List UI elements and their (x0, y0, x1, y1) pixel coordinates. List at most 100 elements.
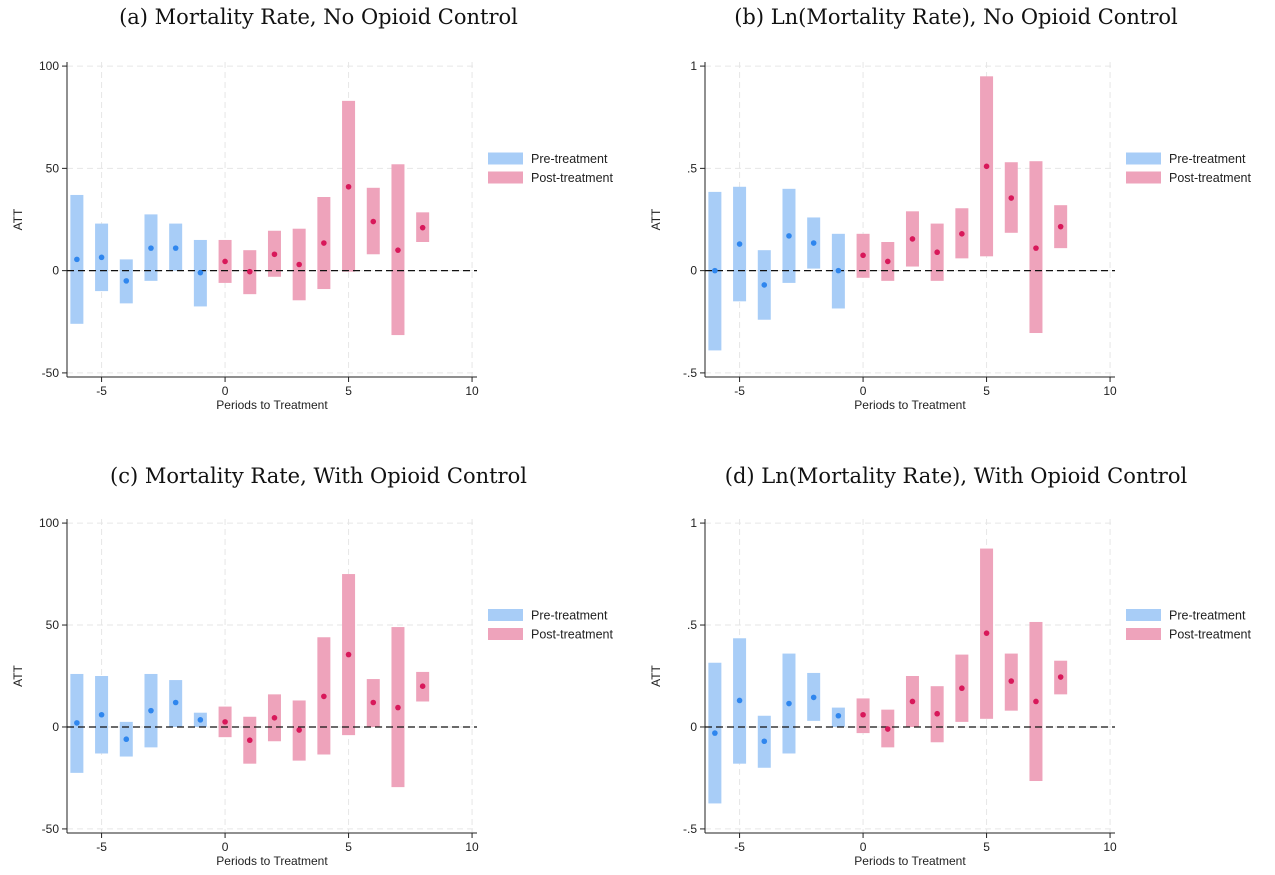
pre-treatment-point (148, 245, 154, 251)
x-tick-label: 0 (222, 384, 229, 398)
pre-treatment-point (172, 699, 179, 706)
x-tick-label: 0 (860, 384, 867, 398)
x-tick-label: 0 (222, 840, 229, 854)
x-tick-label: -5 (96, 384, 107, 398)
post-treatment-point (395, 247, 401, 253)
x-axis-label: Periods to Treatment (854, 398, 966, 412)
post-treatment-point (934, 249, 940, 256)
chart-panel-b: (b) Ln(Mortality Rate), No Opioid Contro… (637, 0, 1275, 437)
post-treatment-point (296, 727, 302, 733)
y-tick-label: -50 (42, 366, 60, 380)
x-tick-label: 5 (345, 384, 352, 398)
post-treatment-point (345, 183, 352, 190)
x-tick-label: 5 (983, 384, 990, 398)
post-treatment-point (246, 737, 253, 744)
pre-treatment-point (712, 730, 718, 736)
y-axis-label: ATT (11, 208, 25, 230)
post-treatment-point (860, 711, 866, 718)
x-axis-label: Periods to Treatment (216, 854, 328, 868)
legend-swatch-pre (488, 609, 523, 621)
post-treatment-point (983, 630, 990, 636)
pre-treatment-point (74, 720, 80, 726)
post-treatment-point (1008, 195, 1015, 201)
post-treatment-point (1057, 674, 1064, 680)
chart-svg: -.5 0 .5 1 -5 0 5 10 Periods to Treatment ATT Pre-… (649, 59, 1252, 412)
legend-label-pre: Pre-treatment (1169, 152, 1246, 166)
y-tick-label: 50 (46, 618, 60, 632)
y-axis-label: ATT (649, 208, 663, 230)
post-treatment-point (419, 224, 426, 231)
legend-label-post: Post-treatment (531, 628, 614, 642)
chart-panel-d: (d) Ln(Mortality Rate), With Opioid Cont… (637, 437, 1275, 875)
pre-treatment-point (761, 738, 768, 745)
chart-title: (a) Mortality Rate, No Opioid Control (119, 5, 518, 29)
pre-treatment-point (786, 233, 792, 239)
post-treatment-point (909, 236, 916, 242)
pre-treatment-point (98, 711, 105, 718)
y-tick-label: -.5 (683, 366, 697, 380)
post-treatment-point (884, 258, 891, 265)
post-treatment-point (860, 252, 866, 259)
pre-treatment-point (123, 736, 130, 743)
pre-treatment-point (736, 697, 743, 704)
post-treatment-point (246, 268, 253, 275)
pre-treatment-point (197, 269, 204, 276)
legend-swatch-post (1126, 628, 1161, 640)
post-treatment-point (321, 693, 327, 700)
legend-label-post: Post-treatment (1169, 171, 1252, 185)
post-treatment-point (370, 218, 377, 225)
chart-title: (c) Mortality Rate, With Opioid Control (110, 464, 527, 488)
x-tick-label: -5 (734, 384, 745, 398)
post-treatment-point (419, 683, 426, 689)
post-treatment-point (959, 231, 965, 237)
post-treatment-point (1033, 698, 1039, 705)
y-axis-label: ATT (11, 664, 25, 686)
y-tick-label: -50 (42, 822, 60, 836)
x-tick-label: 5 (345, 840, 352, 854)
x-tick-label: 10 (465, 840, 479, 854)
y-tick-label: 1 (690, 516, 697, 530)
post-treatment-point (321, 240, 327, 246)
post-treatment-point (271, 714, 278, 721)
post-treatment-point (370, 699, 377, 706)
legend-swatch-pre (488, 152, 523, 165)
x-tick-label: 10 (1103, 384, 1117, 398)
chart-panel-c: (c) Mortality Rate, With Opioid Control … (0, 437, 637, 875)
pre-treatment-point (810, 240, 817, 246)
legend-label-post: Post-treatment (531, 171, 614, 185)
post-treatment-point (271, 251, 278, 258)
pre-treatment-point (786, 700, 792, 707)
pre-treatment-point (810, 694, 817, 701)
y-tick-label: -.5 (683, 822, 697, 836)
y-tick-label: 0 (52, 264, 59, 278)
chart-panel-a: (a) Mortality Rate, No Opioid Control -5… (0, 0, 637, 437)
legend-swatch-post (1126, 171, 1161, 184)
x-tick-label: -5 (96, 840, 107, 854)
y-tick-label: .5 (687, 618, 697, 632)
pre-treatment-point (172, 245, 179, 251)
pre-treatment-point (123, 278, 130, 284)
y-tick-label: 50 (46, 161, 60, 175)
y-tick-label: 100 (39, 516, 59, 530)
y-axis-label: ATT (649, 664, 663, 686)
legend-swatch-pre (1126, 152, 1161, 165)
legend-label-pre: Pre-treatment (531, 152, 608, 166)
post-treatment-point (1008, 678, 1015, 684)
post-treatment-point (345, 651, 352, 658)
pre-treatment-point (736, 241, 743, 247)
y-tick-label: 100 (39, 59, 59, 73)
post-treatment-point (222, 719, 228, 725)
pre-treatment-point (835, 712, 842, 719)
post-treatment-point (884, 726, 891, 732)
pre-treatment-point (74, 256, 80, 263)
y-tick-label: 0 (52, 720, 59, 734)
post-treatment-point (296, 261, 302, 268)
chart-title: (b) Ln(Mortality Rate), No Opioid Contro… (734, 5, 1178, 29)
x-tick-label: 5 (983, 840, 990, 854)
legend-swatch-pre (1126, 609, 1161, 621)
x-tick-label: 10 (465, 384, 479, 398)
x-axis-label: Periods to Treatment (216, 398, 328, 412)
pre-treatment-point (148, 707, 154, 714)
